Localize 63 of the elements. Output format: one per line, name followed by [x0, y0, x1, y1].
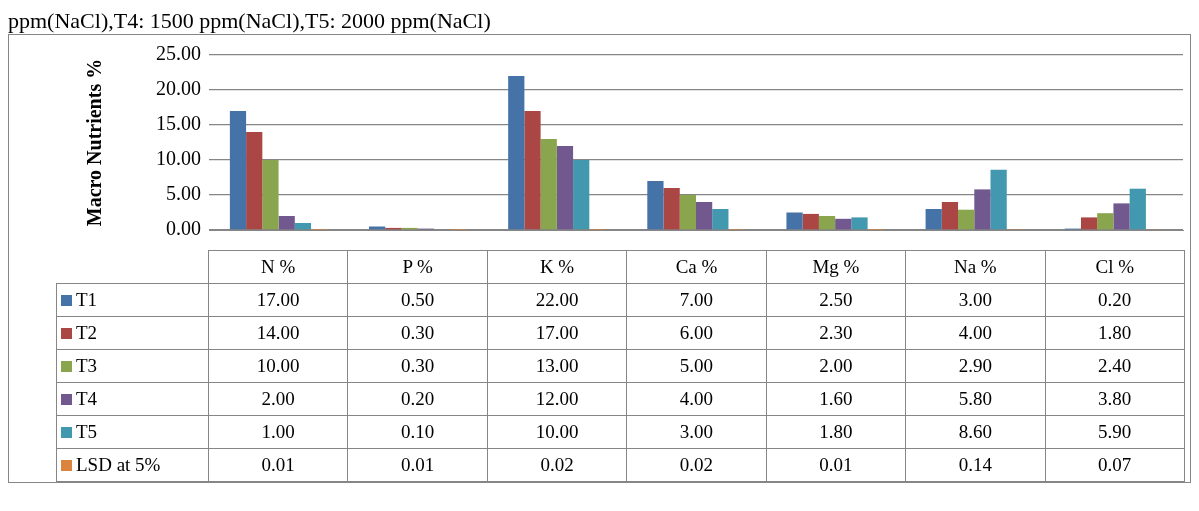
y-tick-label: 15.00: [156, 112, 201, 135]
data-label: 17.00: [487, 316, 627, 350]
data-label: 2.00: [208, 382, 348, 416]
data-label: 10.00: [487, 415, 627, 449]
y-tick-label: 25.00: [156, 42, 201, 65]
x-tick-label: Na %: [905, 250, 1046, 284]
x-tick-label: K %: [487, 250, 627, 284]
data-label: 10.00: [208, 349, 348, 383]
data-label: 7.00: [626, 283, 767, 317]
y-tick-label: 0.00: [166, 217, 201, 240]
data-label: 12.00: [487, 382, 627, 416]
data-label: 1.80: [1045, 316, 1185, 350]
data-label: 1.00: [208, 415, 348, 449]
legend-label: T2: [56, 316, 209, 350]
y-tick-label: 20.00: [156, 77, 201, 100]
data-label: 1.80: [766, 415, 906, 449]
data-label: 4.00: [905, 316, 1046, 350]
data-label: 17.00: [208, 283, 348, 317]
data-label: 0.01: [208, 448, 348, 482]
data-label: 0.20: [1045, 283, 1185, 317]
data-label: 22.00: [487, 283, 627, 317]
data-label: 2.50: [766, 283, 906, 317]
data-label: 3.00: [626, 415, 767, 449]
x-tick-label: Ca %: [626, 250, 767, 284]
data-label: 3.00: [905, 283, 1046, 317]
legend-label: T4: [56, 382, 209, 416]
data-label: 0.02: [487, 448, 627, 482]
data-label: 14.00: [208, 316, 348, 350]
text: ppm(NaCl),T4: 1500 ppm(NaCl),T5: 2000 ppm(NaCl): [8, 8, 492, 34]
data-label: 0.20: [347, 382, 488, 416]
data-label: 2.90: [905, 349, 1046, 383]
data-label: 4.00: [626, 382, 767, 416]
data-label: 5.90: [1045, 415, 1185, 449]
data-label: 2.40: [1045, 349, 1185, 383]
x-tick-label: N %: [208, 250, 348, 284]
y-tick-label: 10.00: [156, 147, 201, 170]
legend-label: LSD at 5%: [56, 448, 209, 482]
x-tick-label: Mg %: [766, 250, 906, 284]
x-tick-label: Cl %: [1045, 250, 1185, 284]
data-label: 0.30: [347, 349, 488, 383]
data-label: 5.80: [905, 382, 1046, 416]
data-label: 0.50: [347, 283, 488, 317]
data-label: 2.00: [766, 349, 906, 383]
data-label: 13.00: [487, 349, 627, 383]
y-axis-title: Macro Nutrients %: [83, 58, 106, 227]
y-tick-label: 5.00: [166, 182, 201, 205]
data-label: 0.10: [347, 415, 488, 449]
data-label: 0.30: [347, 316, 488, 350]
data-label: 2.30: [766, 316, 906, 350]
legend-label: T1: [56, 283, 209, 317]
data-label: 3.80: [1045, 382, 1185, 416]
data-label: 6.00: [626, 316, 767, 350]
data-label: 1.60: [766, 382, 906, 416]
legend-label: T3: [56, 349, 209, 383]
data-label: 0.07: [1045, 448, 1185, 482]
data-label: 0.01: [347, 448, 488, 482]
data-label: 5.00: [626, 349, 767, 383]
x-tick-label: P %: [347, 250, 488, 284]
data-label: 0.02: [626, 448, 767, 482]
legend-label: T5: [56, 415, 209, 449]
data-label: 0.01: [766, 448, 906, 482]
data-label: 0.14: [905, 448, 1046, 482]
data-label: 8.60: [905, 415, 1046, 449]
